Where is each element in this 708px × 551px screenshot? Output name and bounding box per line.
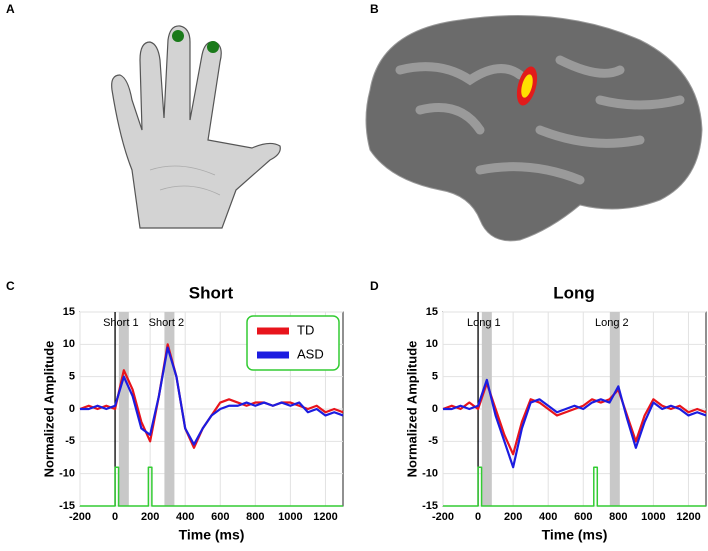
chart-title: Short <box>189 283 234 302</box>
brain <box>365 15 703 242</box>
x-tick-label: -200 <box>69 511 91 523</box>
window-band <box>609 312 620 506</box>
x-axis-label: Time (ms) <box>179 527 245 543</box>
y-tick-label: 15 <box>426 306 438 318</box>
x-tick-label: 400 <box>176 511 194 523</box>
x-tick-label: 1000 <box>641 511 665 523</box>
x-tick-label: 1200 <box>676 511 700 523</box>
y-tick-label: -5 <box>428 435 438 447</box>
window-band <box>164 312 175 506</box>
window-band <box>118 312 129 506</box>
chart-title: Long <box>553 283 595 302</box>
stim-dot <box>207 41 219 53</box>
stimulus-line <box>80 466 343 507</box>
palm-lines <box>149 165 221 196</box>
series-line <box>443 378 707 469</box>
x-tick-label: 600 <box>574 511 592 523</box>
panel-label: A <box>6 2 15 16</box>
x-tick-label: 1200 <box>313 511 337 523</box>
stim-dot <box>172 30 184 42</box>
legend-label: TD <box>297 322 314 337</box>
annotation: Long 2 <box>595 317 629 329</box>
x-tick-label: 600 <box>211 511 229 523</box>
y-tick-label: -15 <box>422 500 438 512</box>
y-tick-label: 5 <box>69 371 75 383</box>
x-tick-label: 0 <box>475 511 481 523</box>
window-band <box>481 312 492 506</box>
y-tick-label: 5 <box>432 371 438 383</box>
y-tick-label: 15 <box>63 306 75 318</box>
panel-label: C <box>6 279 15 293</box>
y-tick-label: -15 <box>59 500 75 512</box>
y-tick-label: 0 <box>432 403 438 415</box>
y-tick-label: -10 <box>59 468 75 480</box>
legend-label: ASD <box>297 346 324 361</box>
y-tick-label: -10 <box>422 468 438 480</box>
y-axis-label: Normalized Amplitude <box>404 341 419 478</box>
x-tick-label: 800 <box>246 511 264 523</box>
y-tick-label: 10 <box>63 338 75 350</box>
y-tick-label: -5 <box>65 435 75 447</box>
x-tick-label: 0 <box>112 511 118 523</box>
x-tick-label: 200 <box>141 511 159 523</box>
series-line <box>80 346 344 446</box>
x-tick-label: 200 <box>504 511 522 523</box>
x-tick-label: 800 <box>609 511 627 523</box>
gyri <box>395 55 685 185</box>
x-tick-label: 1000 <box>278 511 302 523</box>
panel-label: B <box>370 2 379 16</box>
activation-core <box>521 74 533 98</box>
y-tick-label: 0 <box>69 403 75 415</box>
stimulus-line <box>443 466 706 507</box>
x-axis-label: Time (ms) <box>542 527 608 543</box>
panel-label: D <box>370 279 379 293</box>
legend-box <box>246 315 340 371</box>
annotation: Short 2 <box>149 317 184 329</box>
annotation: Long 1 <box>467 317 501 329</box>
x-tick-label: 400 <box>539 511 557 523</box>
annotation: Short 1 <box>103 317 138 329</box>
x-tick-label: -200 <box>432 511 454 523</box>
hand <box>111 25 281 229</box>
y-tick-label: 10 <box>426 338 438 350</box>
y-axis-label: Normalized Amplitude <box>41 341 56 478</box>
